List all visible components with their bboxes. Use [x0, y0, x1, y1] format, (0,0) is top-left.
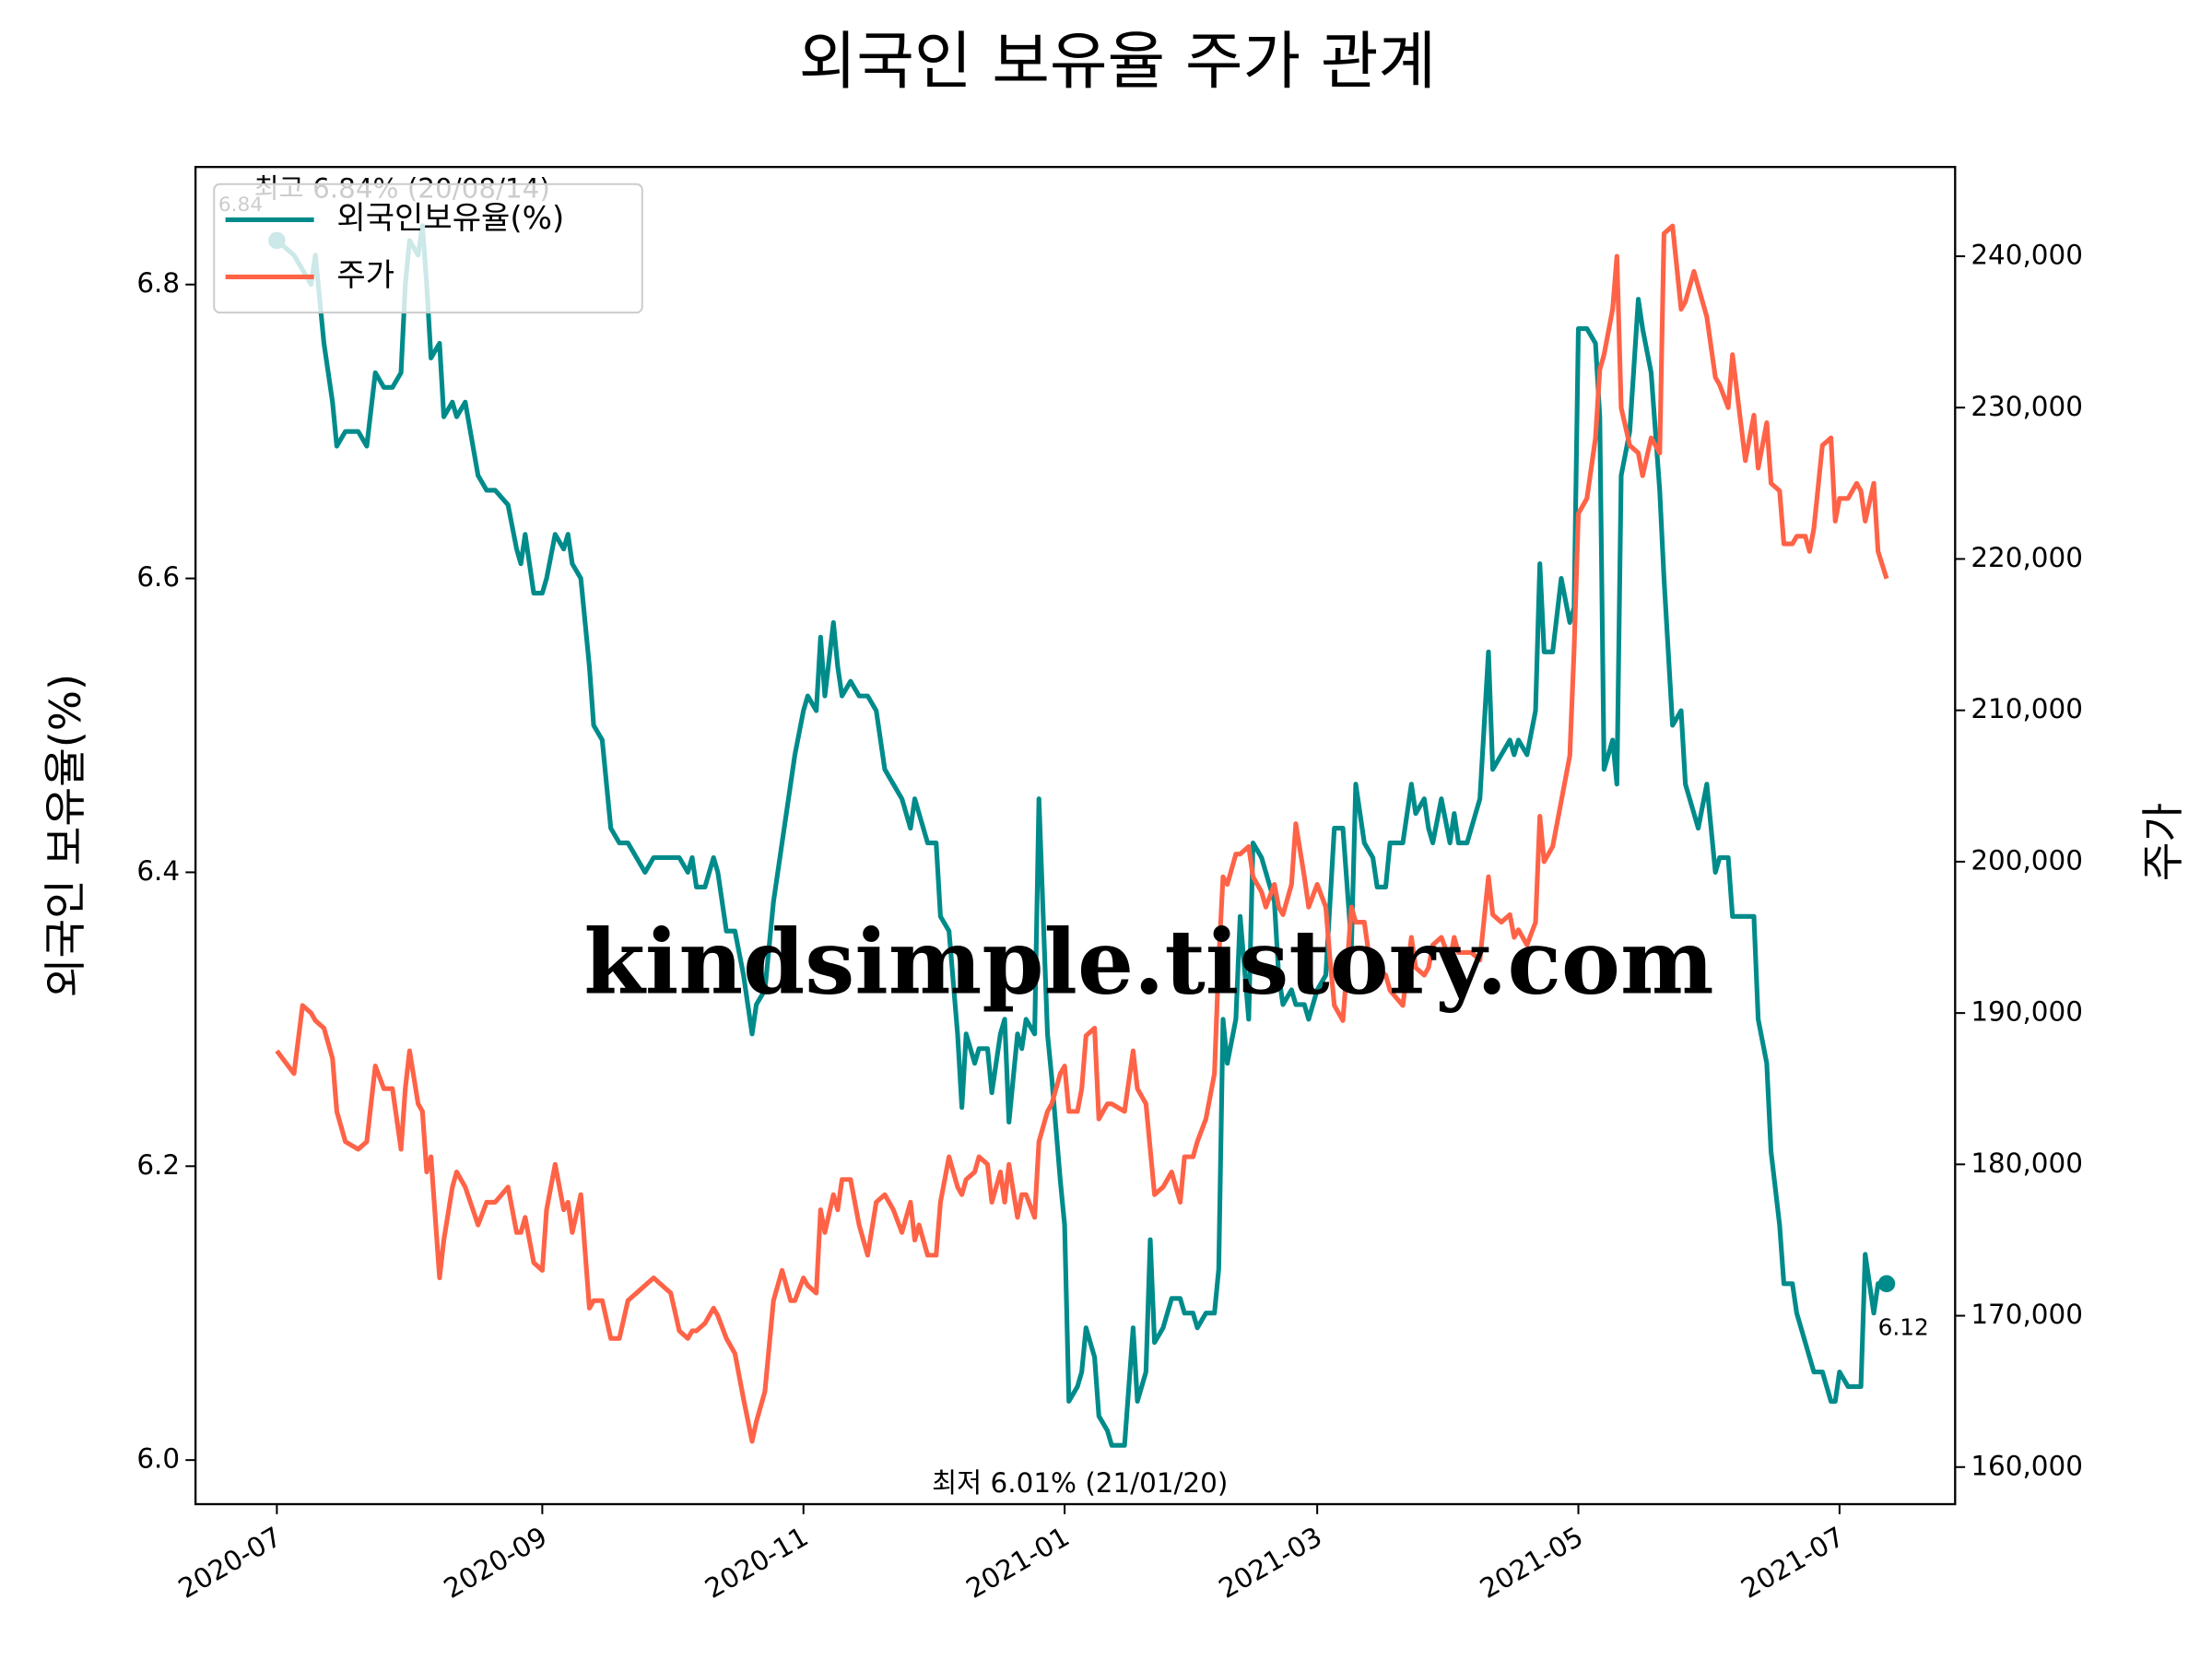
chart-title: 외국인 보유율 주가 관계: [799, 26, 1437, 99]
y2-tick-label: 200,000: [1971, 844, 2083, 876]
end-marker: [1877, 1275, 1896, 1293]
x-tick-label: 2021-05: [1475, 1521, 1588, 1605]
y-tick-label: 6.4: [136, 855, 180, 887]
y2-tick-label: 180,000: [1971, 1147, 2083, 1179]
y2-axis-label: 주가: [2138, 803, 2188, 881]
series-line: [275, 223, 1889, 1444]
plot-frame: [194, 166, 1957, 1506]
legend: 외국인보유율(%) 주가: [213, 182, 643, 314]
y-tick-label: 6.0: [136, 1443, 180, 1475]
x-tick-label: 2021-07: [1735, 1521, 1849, 1605]
y2-tick-label: 240,000: [1971, 240, 2083, 271]
y-tick-label: 6.8: [136, 267, 180, 299]
y2-tick-label: 210,000: [1971, 693, 2083, 724]
y2-tick-label: 220,000: [1971, 542, 2083, 573]
x-tick-label: 2021-03: [1214, 1521, 1327, 1605]
y2-tick-label: 230,000: [1971, 391, 2083, 422]
y-tick-label: 6.2: [136, 1149, 180, 1181]
x-tick-label: 2020-09: [439, 1521, 552, 1605]
legend-label: 외국인보유율(%): [336, 200, 564, 237]
x-tick-label: 2020-11: [700, 1521, 813, 1605]
legend-box: [213, 182, 643, 314]
x-tick-label: 2021-01: [961, 1521, 1075, 1605]
y-tick-label: 6.6: [136, 561, 180, 593]
y2-tick-label: 190,000: [1971, 996, 2083, 1028]
legend-label: 주가: [336, 257, 394, 294]
series-line: [275, 223, 1887, 1448]
y2-tick-label: 170,000: [1971, 1299, 2083, 1330]
min-annotation: 최저 6.01% (21/01/20): [932, 1467, 1228, 1499]
x-tick-label: 2020-07: [173, 1521, 287, 1605]
watermark: kindsimple.tistory.com: [583, 911, 1713, 1015]
y2-tick-label: 160,000: [1971, 1450, 2083, 1481]
last-value-label: 6.12: [1878, 1314, 1929, 1341]
y-axis-label: 외국인 보유율(%): [41, 674, 90, 997]
